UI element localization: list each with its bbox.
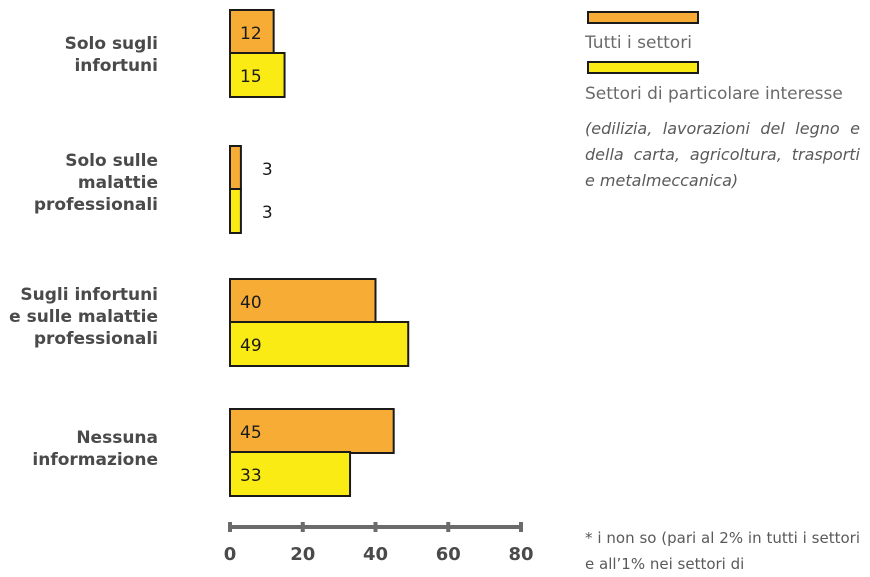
- x-tick-label-0: 0: [224, 544, 237, 565]
- category-label-solo-infortuni: Solo sugli infortuni: [64, 34, 158, 76]
- data-label-tutti-1: 3: [262, 160, 273, 180]
- data-label-particolare-1: 3: [262, 203, 273, 223]
- category-label-nessuna-informazione: Nessuna informazione: [32, 428, 158, 470]
- bar-particolare-1: [229, 188, 242, 234]
- category-label-solo-malattie: Solo sulle malattie professionali: [33, 151, 158, 215]
- bar-particolare-0: [229, 52, 286, 98]
- data-label-particolare-0: 15: [240, 67, 262, 87]
- data-label-particolare-3: 33: [240, 466, 262, 486]
- data-label-tutti-2: 40: [240, 293, 262, 313]
- footnote: * i non so (pari al 2% in tutti i settor…: [585, 529, 860, 573]
- legend-swatch-tutti: [587, 11, 699, 24]
- data-label-particolare-2: 49: [240, 336, 262, 356]
- legend-note: (edilizia, lavorazioni del legno e della…: [585, 119, 860, 190]
- bar-particolare-2: [229, 321, 410, 367]
- bar-tutti-3: [229, 408, 395, 454]
- x-tick-label-40: 40: [363, 544, 388, 565]
- bar-tutti-1: [229, 145, 242, 191]
- data-label-tutti-0: 12: [240, 24, 262, 44]
- bar-particolare-3: [229, 451, 352, 497]
- x-tick-label-60: 60: [436, 544, 461, 565]
- x-tick-label-20: 20: [290, 544, 315, 565]
- legend-label-tutti: Tutti i settori: [585, 33, 692, 53]
- category-label-infortuni-malattie: Sugli infortuni e sulle malattie profess…: [9, 285, 158, 349]
- legend-swatch-particolare: [587, 61, 699, 74]
- legend-label-particolare: Settori di particolare interesse: [585, 84, 843, 104]
- data-label-tutti-3: 45: [240, 423, 262, 443]
- x-tick-label-80: 80: [508, 544, 533, 565]
